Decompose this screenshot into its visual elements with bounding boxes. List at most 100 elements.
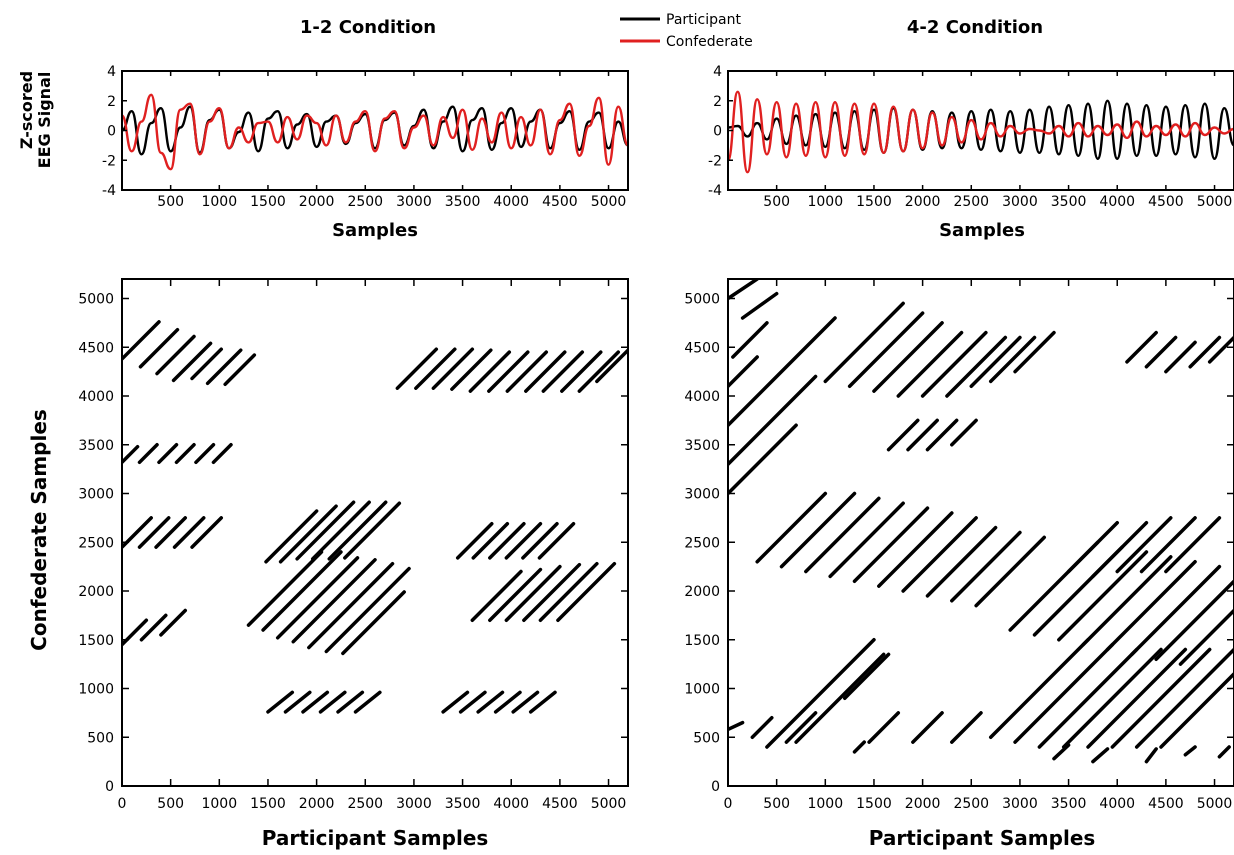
rp-left-xtick-label: 4500 [542, 796, 578, 812]
rp-right-recurrence-segment [728, 374, 818, 466]
signal-left-ytick-label: -4 [102, 183, 116, 199]
rp-left-recurrence-segment [504, 521, 543, 560]
rp-left-recurrence-segment [528, 690, 557, 714]
rp-right-ytick-label: 4500 [684, 340, 720, 356]
rp-right-recurrence-segment [974, 535, 1046, 608]
rp-right-recurrence-segment [1110, 647, 1212, 749]
rp-ylabel: Confederate Samples [27, 409, 51, 651]
rp-right-ytick-label: 2500 [684, 535, 720, 551]
signal-left-frame [121, 70, 629, 191]
rp-right-recurrence-segment [728, 355, 759, 388]
rp-left-recurrence-segment [324, 566, 411, 654]
rp-right-recurrence-segment [765, 638, 876, 749]
left-condition-title: 1-2 Condition [300, 17, 436, 38]
rp-left-recurrence-segment [450, 348, 493, 391]
rp-left-recurrence-segment [537, 521, 576, 560]
rp-right-ytick-label: 5000 [684, 292, 720, 308]
rp-right-recurrence-segment [823, 301, 905, 384]
rp-left-recurrence-segment [138, 327, 180, 369]
signal-ylabel-line2: EEG Signal [35, 72, 54, 169]
rp-left-recurrence-segment [159, 608, 187, 637]
signal-right-ytick-label: 0 [713, 124, 722, 140]
rp-right-recurrence-segment [896, 330, 964, 398]
rp-right-recurrence-segment [1125, 330, 1158, 364]
rp-right-xtick-label: 3500 [1051, 796, 1087, 812]
rp-left-recurrence-segment [521, 521, 559, 560]
rp-left-recurrence-segment [487, 350, 530, 393]
rp-right-recurrence-segment [828, 501, 905, 579]
rp-right-ytick-label: 2000 [684, 584, 720, 600]
rp-right-recurrence-segment [950, 418, 978, 447]
rp-right-recurrence-segment [945, 335, 1008, 398]
rp-left-recurrence-segment [266, 690, 295, 714]
rp-left-recurrence-segment [275, 556, 360, 640]
signal-right-xtick-label: 5000 [1197, 194, 1233, 210]
rp-left-ytick-label: 1000 [78, 682, 114, 698]
rp-left-ytick-label: 4500 [78, 340, 114, 356]
rp-right-recurrence-segment [988, 638, 1090, 739]
rp-left-recurrence-segment [137, 516, 171, 549]
rp-right-recurrence-segment [728, 423, 798, 496]
signal-right-xtick-label: 4000 [1099, 194, 1135, 210]
rp-right-recurrence-segment [1130, 564, 1222, 657]
rp-right-recurrence-segment [1183, 745, 1197, 757]
signal-ylabel-line1: Z-scored [17, 71, 36, 149]
rp-left-recurrence-segment [190, 516, 224, 549]
rp-right-recurrence-segment [740, 291, 779, 320]
rp-right-recurrence-segment [911, 711, 944, 744]
rp-left-recurrence-segment [139, 613, 168, 642]
signal-right-xtick-label: 3500 [1051, 194, 1087, 210]
rp-left-recurrence-segment [504, 564, 562, 622]
rp-right-xtick-label: 1000 [807, 796, 843, 812]
rp-left-ytick-label: 3500 [78, 438, 114, 454]
rp-left-recurrence-segment [122, 444, 140, 465]
signal-left-ytick-label: 0 [107, 124, 116, 140]
signal-right-xtick-label: 2000 [905, 194, 941, 210]
rp-right-recurrence-segment [1091, 747, 1110, 764]
rp-left-recurrence-segment [556, 561, 617, 622]
rp-left-recurrence-segment [194, 443, 216, 465]
signal-left-xtick-label: 500 [157, 194, 184, 210]
rp-right-recurrence-segment [728, 316, 837, 427]
rp-left-recurrence-segment [278, 504, 338, 564]
rp-right-frame [727, 278, 1234, 787]
rp-right-recurrence-segment [1052, 743, 1071, 761]
rp-left-ytick-label: 1500 [78, 633, 114, 649]
rp-right-recurrence-segment [1159, 672, 1234, 749]
rp-left-recurrence-lines [122, 320, 628, 714]
rp-left-recurrence-segment [157, 443, 179, 465]
rp-left-recurrence-segment [336, 690, 365, 714]
rp-left-recurrence-segment [395, 347, 439, 390]
rp-right-recurrence-segment [925, 418, 959, 452]
signal-right-ytick-label: -2 [708, 153, 722, 169]
rp-right-recurrence-segment [731, 321, 769, 359]
rp-right-recurrence-segment [1091, 521, 1149, 579]
rp-right-recurrence-segment [969, 335, 1022, 388]
rp-right-recurrence-segment [950, 530, 1022, 603]
rp-right-ytick-label: 3500 [684, 438, 720, 454]
signal-left-xtick-label: 4500 [542, 194, 578, 210]
rp-right-recurrence-segment [1164, 516, 1222, 574]
rp-right-recurrence-segment [1037, 647, 1139, 749]
rp-left-recurrence-segment [137, 443, 159, 465]
rp-right-ytick-label: 3000 [684, 487, 720, 503]
rp-left-xtick-label: 3500 [445, 796, 481, 812]
legend: Participant Confederate [620, 12, 753, 50]
signal-right-xtick-label: 4500 [1148, 194, 1184, 210]
rp-right-recurrence-segment [1217, 745, 1231, 759]
signal-right-xtick-label: 500 [763, 194, 790, 210]
rp-right-xtick-label: 2000 [905, 796, 941, 812]
rp-left-ytick-label: 500 [87, 730, 114, 746]
signal-left-panel: 500 1000 1500 2000 2500 3000 3500 4000 4500 5000 -… [102, 64, 630, 210]
rp-right-recurrence-segment [950, 711, 983, 744]
rp-left-recurrence-segment [341, 590, 406, 656]
signal-right-xtick-label: 2500 [953, 194, 989, 210]
rp-left-xtick-label: 500 [157, 796, 184, 812]
rp-right-xlabel: Participant Samples [869, 826, 1096, 850]
rp-left-xtick-label: 3000 [396, 796, 432, 812]
rp-left-recurrence-segment [327, 500, 388, 561]
rp-right-xtick-label: 4000 [1099, 796, 1135, 812]
rp-left-recurrence-segment [295, 500, 356, 561]
rp-right-recurrence-segment [794, 652, 886, 744]
rp-left-recurrence-segment [122, 618, 149, 647]
